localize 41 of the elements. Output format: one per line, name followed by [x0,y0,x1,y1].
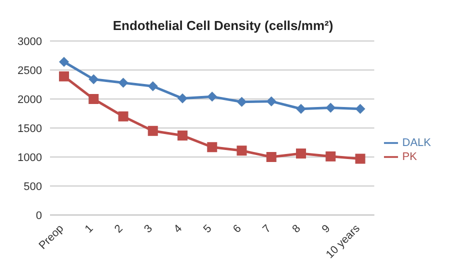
legend-label: PK [402,150,417,163]
y-tick-label: 2000 [18,94,42,106]
point [266,152,276,162]
x-tick-label: 3 [142,222,155,236]
point [59,71,69,82]
point [178,93,188,104]
point [296,148,306,159]
x-tick-label: 9 [320,222,333,236]
point [178,130,188,141]
point [236,146,247,156]
point [326,151,336,162]
point [148,126,158,136]
point [236,96,247,107]
x-tick-label: 1 [82,222,96,236]
x-tick-label: 7 [260,222,274,236]
y-tick-label: 3000 [18,36,42,48]
point [355,154,366,164]
x-tick-label: 2 [112,222,126,236]
x-tick-label: 5 [201,222,214,236]
y-tick-label: 500 [24,180,42,193]
y-tick-label: 2500 [18,64,42,77]
point [118,111,128,122]
point [88,94,99,104]
point [355,104,366,114]
chart-title: Endothelial Cell Density (cells/mm²) [112,18,334,33]
x-tick-label: 6 [231,222,244,236]
point [88,74,99,84]
point [326,102,336,113]
point [207,92,218,102]
y-tick-label: 1000 [18,152,42,164]
x-tick-label: 4 [172,222,185,236]
point [118,78,128,88]
point [207,142,218,152]
point [296,104,306,114]
y-tick-label: 0 [36,210,42,222]
x-tick-label: 8 [290,222,304,236]
point [148,81,158,92]
point [266,96,276,106]
y-tick-label: 1500 [18,122,42,135]
legend-label: DALK [402,136,431,149]
point [59,56,69,67]
